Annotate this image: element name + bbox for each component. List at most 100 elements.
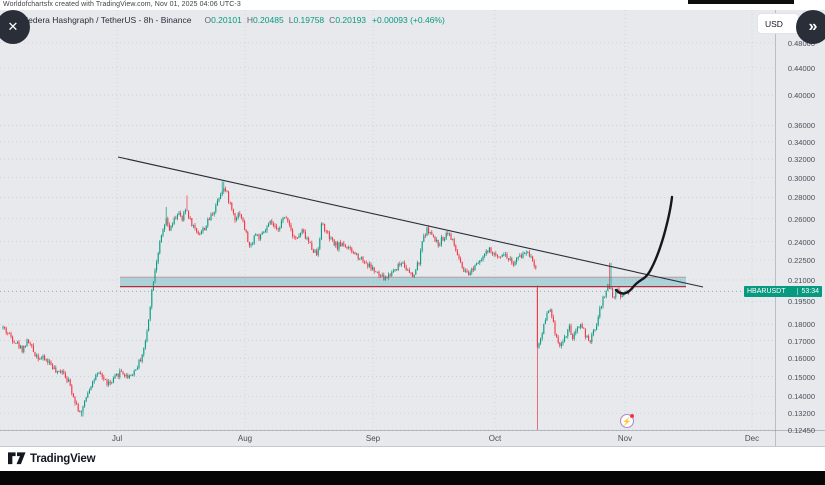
candle-body: [61, 371, 63, 373]
candle-body: [309, 241, 311, 243]
event-marker-icon[interactable]: [619, 413, 635, 429]
candle-body: [528, 252, 530, 257]
hand-drawn-projection-arrow[interactable]: [614, 195, 674, 295]
candle-body: [572, 334, 574, 340]
candle-body: [77, 404, 79, 412]
candle-body: [13, 341, 15, 344]
candle-body: [181, 215, 183, 221]
candle-body: [559, 342, 561, 347]
close-value: 0.20193: [335, 15, 367, 25]
candle-body: [213, 211, 215, 215]
time-axis[interactable]: Jul Aug Sep Oct Nov Dec: [0, 430, 825, 447]
candle-body: [578, 327, 580, 329]
currency-toggle-button[interactable]: USD: [757, 13, 799, 34]
candle-body: [365, 262, 367, 264]
time-tick-label: Aug: [237, 434, 253, 443]
candle-body: [466, 270, 468, 273]
candle-body: [503, 254, 505, 256]
candle-body: [557, 337, 559, 343]
candle-body: [18, 342, 20, 348]
candle-body: [602, 296, 604, 307]
candle-body: [477, 263, 479, 264]
candle-body: [325, 230, 327, 232]
candle-body: [373, 267, 375, 272]
candle-body: [586, 335, 588, 338]
candle-body: [268, 223, 270, 227]
candle-body: [397, 263, 399, 270]
price-tick-label: 0.40000: [787, 91, 815, 101]
candle-body: [212, 214, 214, 216]
candle-body: [349, 247, 351, 249]
candle-body: [621, 295, 623, 297]
candle-body: [348, 247, 350, 249]
candle-body: [104, 378, 106, 380]
candle-body: [292, 229, 294, 237]
candle-body: [468, 272, 470, 275]
candle-body: [552, 317, 554, 323]
candle-body: [538, 343, 540, 348]
candle-body: [415, 269, 417, 275]
candle-body: [444, 238, 446, 241]
candle-body: [533, 261, 535, 266]
close-button[interactable]: ✕: [0, 10, 30, 44]
candle-body: [252, 243, 254, 245]
candle-body: [618, 288, 620, 292]
price-tick-label: 0.13200: [787, 409, 815, 419]
candle-body: [530, 256, 532, 258]
candle-body: [404, 262, 406, 268]
candle-body: [128, 375, 130, 378]
candle-body: [197, 231, 199, 235]
time-tick-label: Dec: [744, 434, 760, 443]
candle-body: [124, 374, 126, 377]
candle-body: [551, 309, 553, 318]
candle-body: [144, 341, 146, 348]
candle-body: [488, 247, 490, 253]
candle-body: [48, 361, 50, 363]
candle-body: [284, 217, 286, 219]
candle-body: [8, 333, 10, 334]
candle-body: [165, 218, 167, 226]
candle-body: [32, 345, 34, 352]
candle-body: [39, 359, 41, 360]
candle-body: [352, 252, 354, 254]
tradingview-logo[interactable]: TradingView: [8, 452, 96, 465]
candle-body: [236, 217, 238, 221]
candle-body: [392, 271, 394, 273]
candle-body: [512, 263, 514, 265]
candle-body: [239, 213, 241, 215]
price-label-badge[interactable]: HBARUSDT 53:34: [744, 285, 822, 297]
candle-body: [76, 403, 78, 405]
candle-body: [120, 370, 122, 372]
chart-plot[interactable]: ⚡: [0, 0, 825, 471]
candle-body: [253, 235, 255, 244]
candle-body: [525, 252, 527, 254]
candle-body: [600, 306, 602, 309]
candle-body: [306, 238, 308, 239]
candle-body: [28, 339, 30, 344]
price-tick-label: 0.28000: [787, 193, 815, 203]
descending-trendline[interactable]: [117, 156, 704, 288]
candle-body: [159, 241, 161, 254]
candle-body: [445, 232, 447, 239]
candle-body: [360, 256, 362, 259]
candle-body: [520, 255, 522, 258]
candle-body: [64, 373, 66, 378]
candle-body: [266, 226, 268, 231]
support-zone[interactable]: [120, 277, 686, 287]
candle-body: [431, 232, 433, 235]
price-axis[interactable]: 0.48000 0.44000 0.40000 0.36000 0.34000 0.320…: [775, 10, 825, 435]
candle-body: [312, 249, 314, 253]
candle-body: [85, 397, 87, 402]
candle-body: [93, 380, 95, 382]
candle-body: [184, 210, 186, 213]
candle-body: [220, 194, 222, 199]
candle-body: [170, 226, 172, 231]
expand-button[interactable]: »: [796, 10, 825, 44]
candle-body: [496, 255, 498, 257]
candle-body: [208, 218, 210, 221]
event-flash-icon: ⚡: [622, 417, 631, 426]
candle-body: [460, 258, 462, 262]
candle-body: [143, 347, 145, 355]
candle-body: [450, 233, 452, 240]
change-value: +0.00093 (+0.46%): [372, 15, 445, 25]
